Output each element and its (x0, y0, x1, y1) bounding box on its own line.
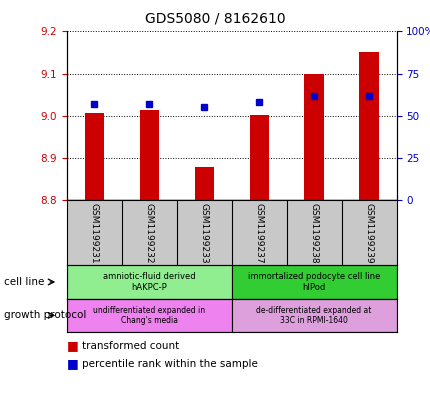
Bar (231, 299, 396, 332)
Text: GDS5080 / 8162610: GDS5080 / 8162610 (145, 12, 285, 26)
Text: GSM1199238: GSM1199238 (309, 202, 318, 263)
Text: undifferentiated expanded in
Chang's media: undifferentiated expanded in Chang's med… (93, 306, 205, 325)
Bar (304, 74, 323, 200)
Text: GSM1199233: GSM1199233 (199, 202, 208, 263)
Bar (194, 167, 213, 200)
Bar (67, 299, 231, 332)
Text: GSM1199232: GSM1199232 (144, 203, 154, 263)
Text: ■: ■ (67, 339, 78, 353)
Text: GSM1199237: GSM1199237 (254, 202, 263, 263)
Bar (84, 113, 104, 200)
Text: ■: ■ (67, 357, 78, 370)
Text: percentile rank within the sample: percentile rank within the sample (82, 358, 257, 369)
Bar (249, 115, 268, 200)
Bar (231, 265, 396, 299)
Bar (359, 52, 378, 200)
Text: amniotic-fluid derived
hAKPC-P: amniotic-fluid derived hAKPC-P (103, 272, 195, 292)
Text: growth protocol: growth protocol (4, 310, 86, 320)
Text: immortalized podocyte cell line
hIPod: immortalized podocyte cell line hIPod (247, 272, 379, 292)
Text: cell line: cell line (4, 277, 45, 287)
Text: GSM1199231: GSM1199231 (89, 202, 98, 263)
Text: de-differentiated expanded at
33C in RPMI-1640: de-differentiated expanded at 33C in RPM… (256, 306, 371, 325)
Bar (139, 110, 159, 200)
Text: GSM1199239: GSM1199239 (364, 202, 373, 263)
Text: transformed count: transformed count (82, 341, 179, 351)
Bar (67, 265, 231, 299)
